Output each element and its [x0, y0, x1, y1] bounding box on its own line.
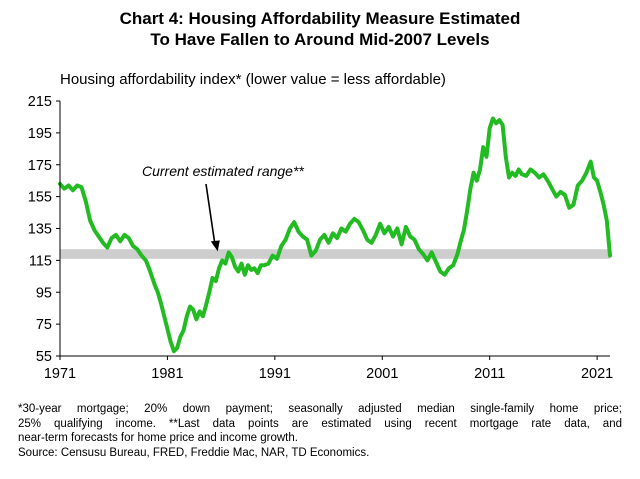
x-tick-label: 1981: [151, 366, 183, 382]
footnote-line-2: 25% qualifying income. **Last data point…: [18, 417, 622, 430]
y-tick-label: 135: [28, 222, 52, 238]
annotation-text: Current estimated range**: [142, 163, 304, 179]
affordability-line-chart: 55 75 95 115 135 155 175 195 215 1971 1981 1991 2001…: [28, 94, 613, 382]
chart-title-line-1: Chart 4: Housing Affordability Measure E…: [119, 9, 521, 28]
x-tick-label: 1971: [44, 366, 76, 382]
y-tick-label: 215: [28, 94, 52, 110]
footnote-line-3: near-term forecasts for home price and i…: [18, 432, 298, 444]
x-tick-label: 1991: [259, 366, 291, 382]
annotation-arrow-shaft: [205, 183, 216, 244]
estimated-range-band: [60, 249, 610, 259]
footnote: *30-year mortgage; 20% down payment; sea…: [18, 402, 622, 460]
y-tick-label: 55: [36, 349, 52, 365]
annotation-arrow-head: [210, 240, 220, 252]
chart-title-line-2: To Have Fallen to Around Mid-2007 Levels: [150, 30, 490, 49]
y-tick-label: 95: [36, 285, 52, 301]
series-line-0: [58, 116, 612, 354]
footnote-line-1: *30-year mortgage; 20% down payment; sea…: [18, 403, 622, 415]
y-tick-label: 195: [28, 126, 52, 142]
x-tick-label: 2001: [366, 366, 398, 382]
y-axis-label: Housing affordability index* (lower valu…: [60, 71, 446, 88]
chart-title: Chart 4: Housing Affordability Measure E…: [0, 8, 640, 50]
x-tick-label: 2021: [581, 366, 613, 382]
footnote-source: Source: Censusu Bureau, FRED, Freddie Ma…: [18, 446, 370, 459]
y-tick-label: 155: [28, 190, 52, 206]
x-tick-label: 2011: [474, 366, 505, 382]
y-tick-label: 175: [28, 158, 52, 174]
y-tick-label: 115: [29, 253, 52, 269]
y-tick-label: 75: [36, 317, 52, 333]
